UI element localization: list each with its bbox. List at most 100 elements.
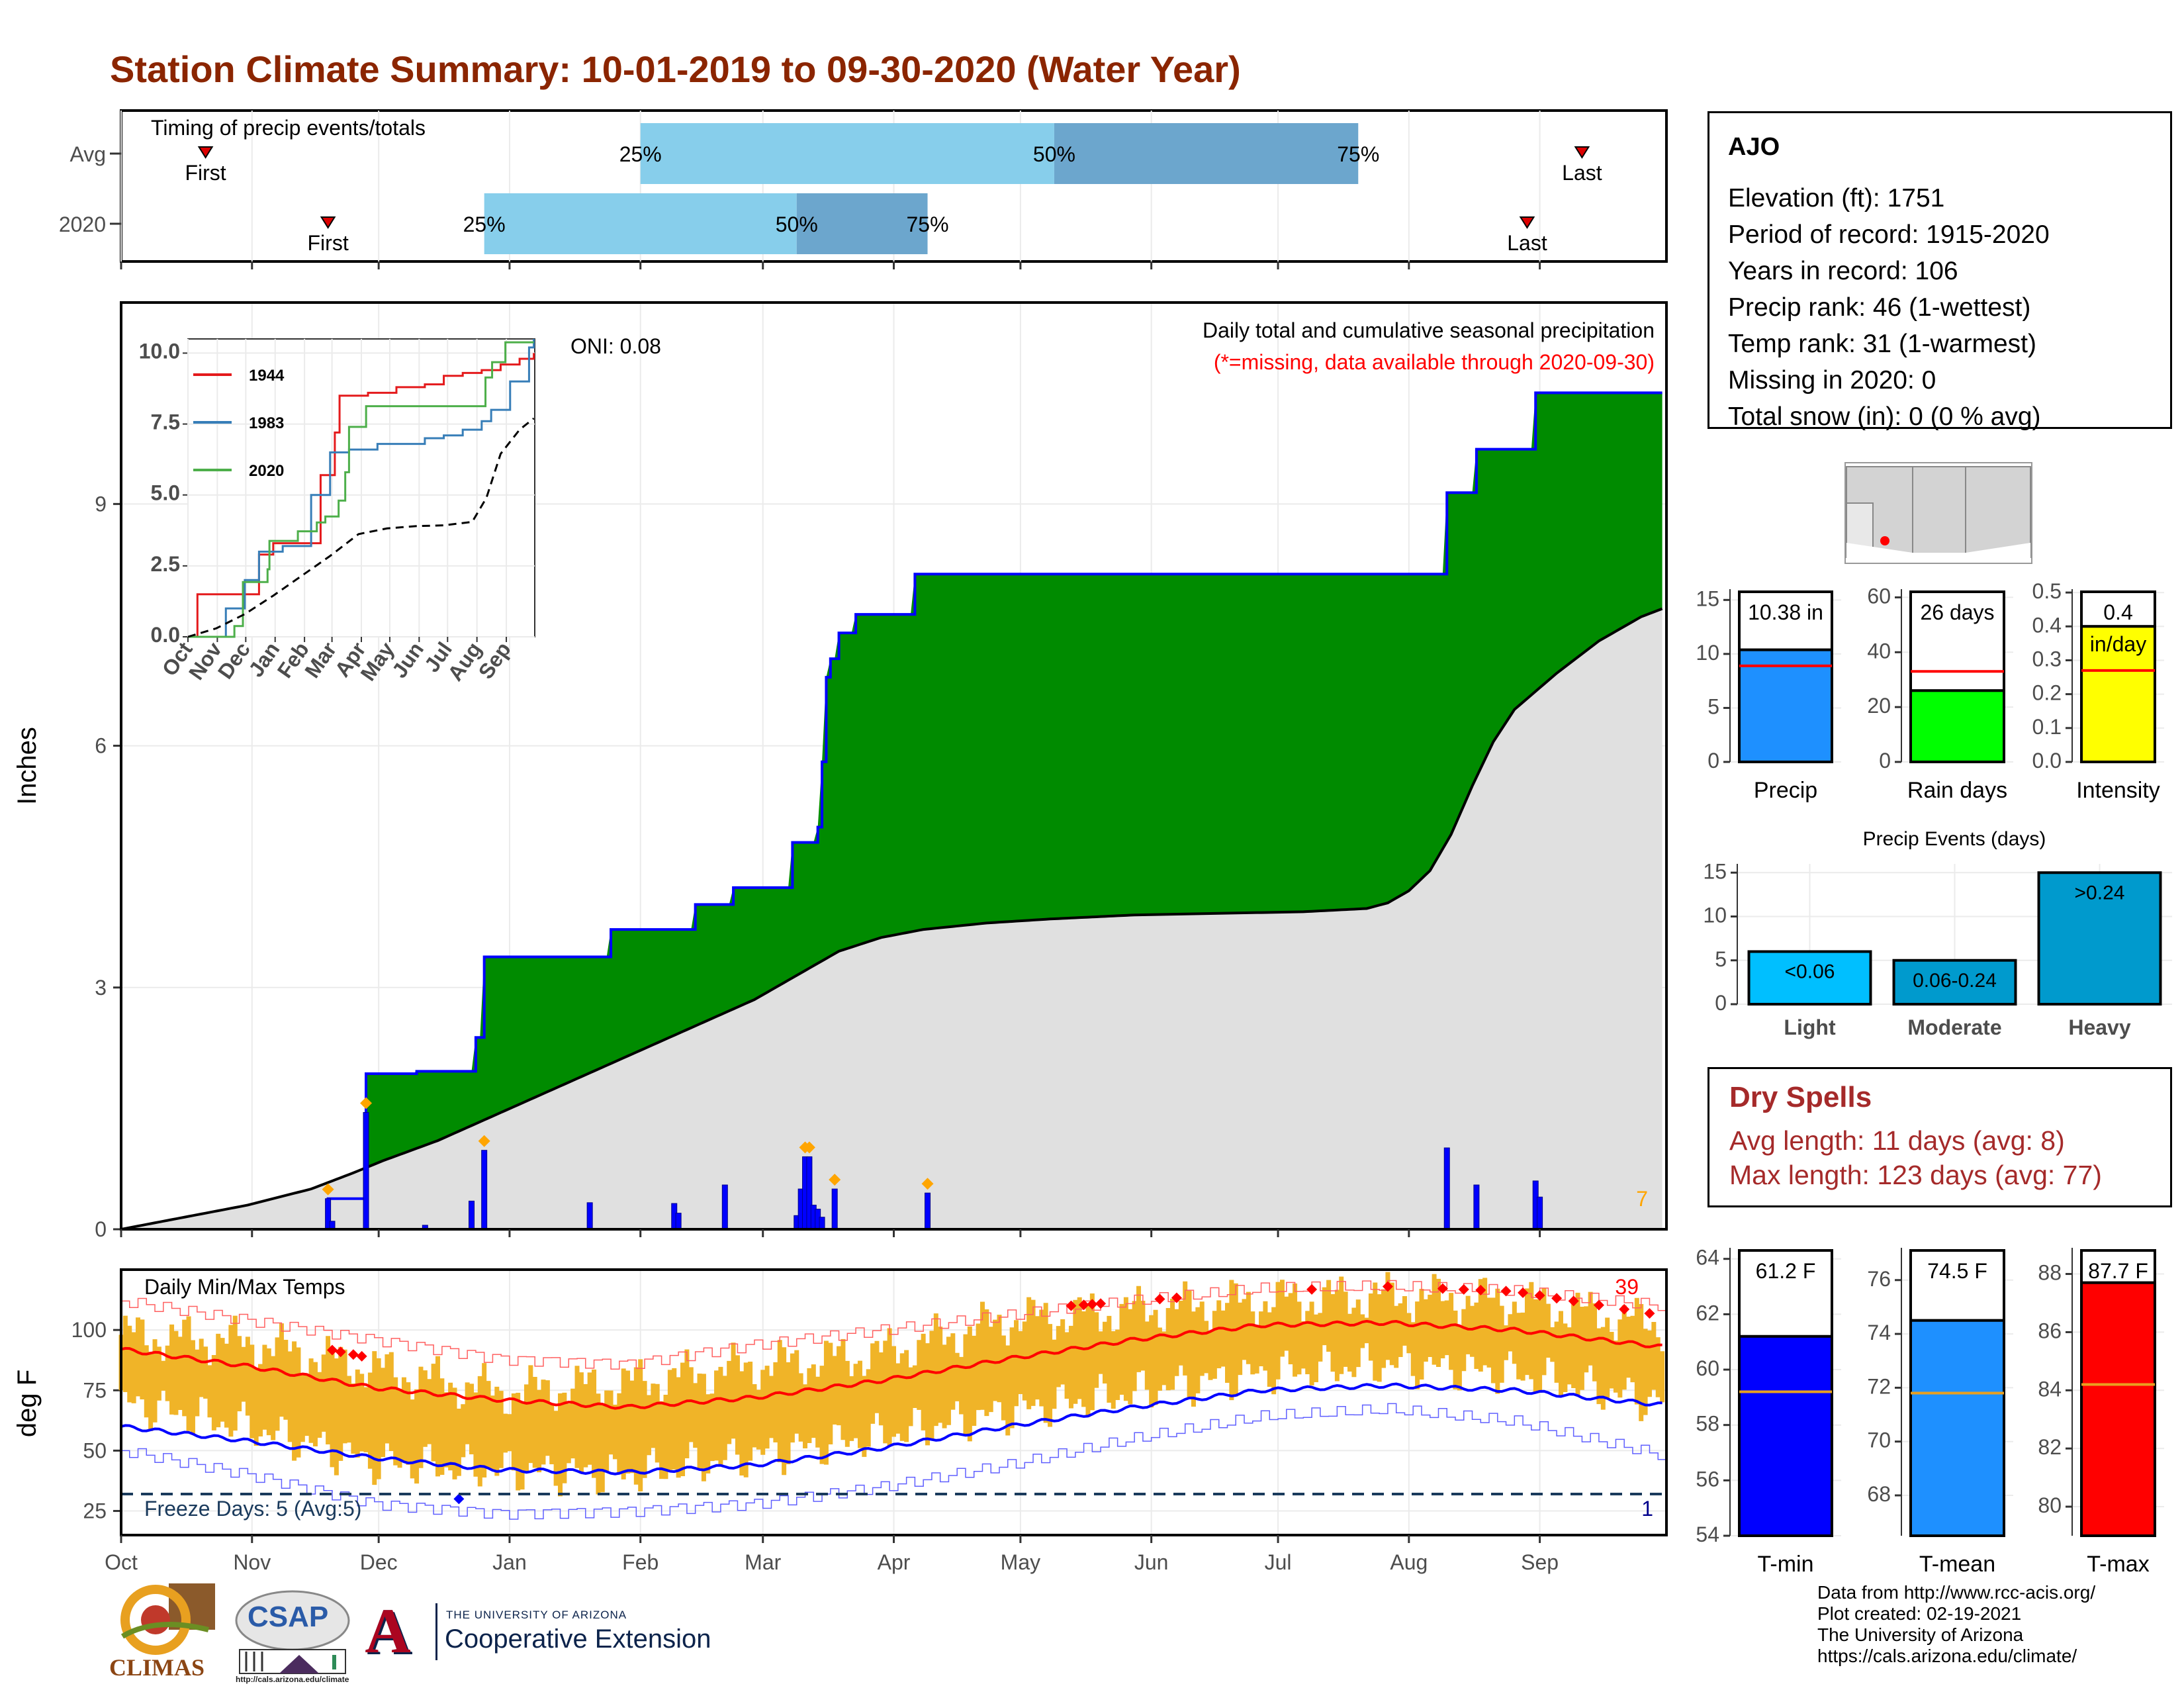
station-name: AJO (1728, 133, 1780, 161)
temps-record-hot-icon (1306, 1284, 1318, 1295)
timing-bar-50-75 (1054, 123, 1359, 184)
inset-ytick-label: 0.0 (151, 623, 180, 647)
temps-ylabel: deg F (13, 1370, 42, 1437)
temp-bar-2-ytick-label: 86 (2038, 1319, 2062, 1342)
temps-record-cold-icon (453, 1493, 465, 1505)
precip-events-bar (1892, 959, 2017, 1006)
temp-bar-0-ytick-label: 54 (1696, 1523, 1719, 1546)
temps-xtick-label: Dec (360, 1550, 398, 1574)
precip-ytick-label: 6 (95, 734, 107, 758)
temps-ytick-label: 75 (83, 1378, 107, 1402)
precip-subtitle: (*=missing, data available through 2020-… (1214, 350, 1655, 374)
temps-min-mean-line (120, 1382, 1662, 1476)
temps-record-hot-icon (1066, 1300, 1077, 1311)
precip-bar-2-ytick-label: 0.1 (2032, 715, 2062, 739)
precip-bar-1-value-box (1909, 590, 2005, 692)
precip-count-label: 7 (1636, 1187, 1648, 1211)
temps-record-hot-icon (1551, 1293, 1563, 1304)
precip-bar-0-ytick-label: 10 (1696, 641, 1719, 665)
precip-daily-bar (481, 1150, 488, 1230)
ua-cooperative-extension-logo: A THE UNIVERSITY OF ARIZONA Cooperative … (361, 1599, 745, 1675)
page-title: Station Climate Summary: 10-01-2019 to 0… (110, 48, 1241, 90)
inset-ytick-label: 5.0 (151, 481, 180, 505)
station-snow: Total snow (in): 0 (0 % avg) (1728, 402, 2041, 431)
precip-avg-cumulative-area (121, 608, 1662, 1229)
precip-events-value-label: <0.06 (1785, 961, 1835, 983)
temp-bar-0-bar (1738, 1335, 1833, 1538)
temp-bar-1-ytick-label: 72 (1867, 1374, 1891, 1398)
temp-bar-1-value-box (1909, 1249, 2005, 1322)
temps-xtick-label: Apr (878, 1550, 911, 1574)
precip-events-ytick-label: 10 (1703, 904, 1727, 927)
temp-bar-0-ytick-label: 64 (1696, 1246, 1719, 1270)
temp-bar-2-category-label: T-max (2087, 1552, 2149, 1577)
ua-bottom-text: Cooperative Extension (445, 1624, 711, 1654)
temp-bar-0: 54 56 58 60 62 64 61.2 F T-min (1696, 1246, 1841, 1577)
precip-daily-bar (819, 1217, 825, 1230)
station-info-panel: AJO Elevation (ft): 1751 Period of recor… (1707, 111, 2172, 431)
temp-bar-2: 80 82 84 86 88 87.7 F T-max (2038, 1248, 2164, 1577)
temps-max-mean-line (120, 1319, 1662, 1410)
precip-daily-bar (363, 1111, 369, 1230)
precip-ytick-label: 0 (95, 1217, 107, 1241)
station-temp-rank: Temp rank: 31 (1-warmest) (1728, 330, 2036, 358)
inset-ytick-label: 10.0 (139, 339, 180, 363)
temp-bar-0-value-label: 61.2 F (1756, 1259, 1816, 1283)
precip-bar-0-ytick-label: 0 (1707, 749, 1719, 773)
temps-panel: 25 50 75 100 Oct Nov Dec Jan Feb Mar Apr May Jun Jul A… (13, 1268, 1668, 1574)
timing-marker-label: Last (1562, 161, 1602, 185)
precip-panel: 0 3 6 9 Daily total and cumulative seasonal … (13, 301, 1668, 1241)
precip-daily-bar (1537, 1196, 1543, 1230)
temps-xtick-label: Jan (492, 1550, 527, 1574)
temps-record-hot-icon (1458, 1284, 1469, 1295)
timing-title: Timing of precip events/totals (151, 116, 426, 140)
precip-event-marker-icon (829, 1174, 841, 1186)
temps-record-min-line (121, 1403, 1666, 1520)
station-years: Years in record: 106 (1728, 257, 1958, 285)
temp-bar-0-ytick-label: 60 (1696, 1356, 1719, 1380)
precip-bar-2-ytick-label: 0.3 (2032, 647, 2062, 671)
temps-xtick-label: Jun (1134, 1550, 1169, 1574)
temp-bar-1-category-label: T-mean (1919, 1552, 1995, 1577)
temp-bar-2-ytick-label: 82 (2038, 1435, 2062, 1459)
precip-daily-bar (675, 1213, 682, 1230)
timing-marker-icon (1574, 146, 1590, 159)
temps-record-hot-icon (1568, 1295, 1579, 1307)
precip-events-value-label: >0.24 (2075, 882, 2125, 904)
temps-record-hot-icon (1534, 1290, 1545, 1301)
ua-divider (435, 1603, 437, 1660)
temp-bar-0-ytick-label: 58 (1696, 1412, 1719, 1436)
temp-bar-0-category-label: T-min (1758, 1552, 1814, 1577)
temps-record-hot-icon (1437, 1283, 1448, 1294)
temps-xtick-label: Mar (745, 1550, 781, 1574)
precip-events-ytick-label: 15 (1703, 859, 1727, 883)
precip-bar-2-unit-label: in/day (2090, 632, 2146, 656)
station-missing: Missing in 2020: 0 (1728, 366, 1936, 395)
timing-label-25: 25% (463, 212, 506, 236)
timing-row-label: 2020 (59, 212, 106, 236)
timing-label-75: 75% (907, 212, 949, 236)
credit-data-source: Data from http://www.rcc-acis.org/ (1817, 1582, 2096, 1603)
timing-marker-label: Last (1507, 231, 1547, 255)
station-period: Period of record: 1915-2020 (1728, 220, 2050, 249)
temp-bar-2-ytick-label: 84 (2038, 1377, 2062, 1401)
credit-url: https://cals.arizona.edu/climate/ (1817, 1646, 2077, 1666)
temps-ytick-label: 100 (71, 1318, 107, 1342)
csap-cloud-icon (235, 1590, 350, 1674)
precip-bar-0: 0 5 10 15 10.38 in Precip (1696, 586, 1841, 803)
dry-spells-title: Dry Spells (1729, 1081, 1872, 1113)
precip-daily-bar (469, 1200, 475, 1230)
precip-ytick-label: 9 (95, 492, 107, 516)
inset-legend-label: 1983 (249, 414, 284, 432)
precip-daily-bar (1473, 1184, 1480, 1230)
timing-marker-label: First (185, 161, 226, 185)
temp-bar-1-ytick-label: 70 (1867, 1429, 1891, 1452)
temp-bar-1-ytick-label: 74 (1867, 1321, 1891, 1344)
precip-events-ytick-label: 0 (1715, 991, 1727, 1015)
temps-record-hot-icon (1593, 1299, 1604, 1311)
temps-freeze-label: Freeze Days: 5 (Avg:5) (144, 1497, 361, 1521)
timing-label-25: 25% (619, 142, 662, 166)
temp-bar-1-ytick-label: 76 (1867, 1267, 1891, 1291)
temps-record-hot-icon (335, 1346, 346, 1358)
